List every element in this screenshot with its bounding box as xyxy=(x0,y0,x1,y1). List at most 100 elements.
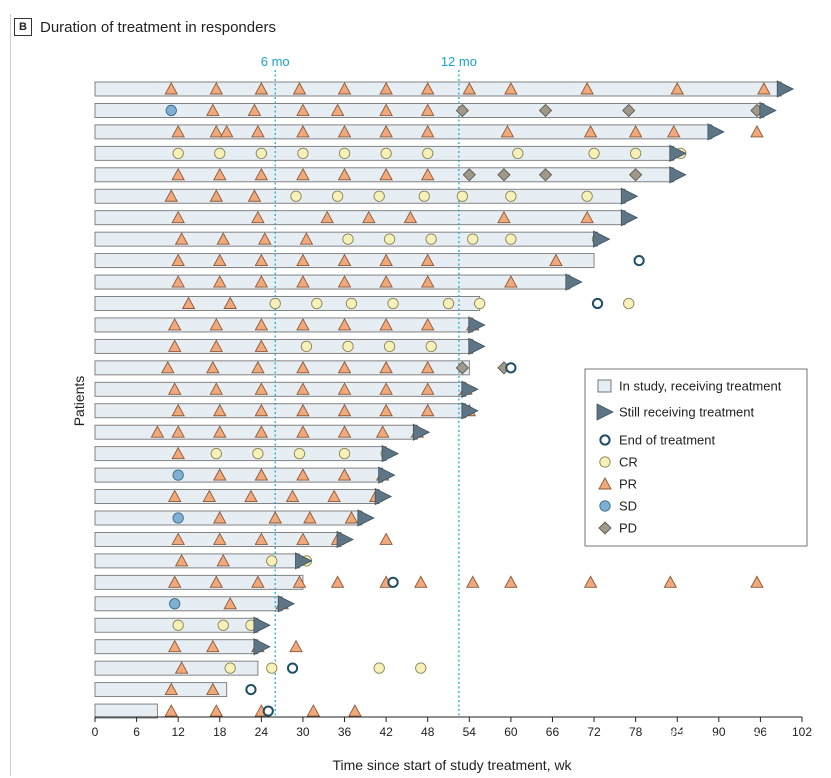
pr-marker xyxy=(254,318,269,331)
sd-marker xyxy=(172,469,184,481)
pd-marker xyxy=(455,103,469,118)
cr-marker xyxy=(505,233,517,245)
pr-marker xyxy=(414,575,428,588)
cr-marker xyxy=(422,147,434,160)
pr-marker xyxy=(296,425,310,438)
cr-marker xyxy=(210,447,222,460)
pr-marker xyxy=(337,275,352,288)
legend-label: CR xyxy=(619,455,638,470)
pr-marker xyxy=(209,704,224,717)
pr-marker xyxy=(254,167,269,181)
reference-lines-layer: 6 mo 12 mo xyxy=(261,54,477,717)
pr-marker xyxy=(750,575,764,588)
pr-marker xyxy=(251,124,265,138)
pr-marker xyxy=(254,425,269,438)
pr-marker xyxy=(213,275,227,288)
cr-marker xyxy=(418,190,430,202)
pr-marker xyxy=(750,124,764,138)
pr-marker xyxy=(583,124,598,138)
pr-marker xyxy=(209,318,224,331)
patient-bar xyxy=(94,510,363,526)
pr-marker xyxy=(379,318,393,331)
pr-marker xyxy=(213,468,227,481)
pr-marker xyxy=(420,318,435,331)
legend-label: SD xyxy=(619,499,637,514)
pr-marker xyxy=(254,275,269,288)
legend-label: Still receiving treatment xyxy=(619,405,754,420)
cr-marker xyxy=(214,147,226,160)
sd-marker xyxy=(599,500,611,512)
x-tick-label: 24 xyxy=(255,725,269,739)
pr-marker xyxy=(296,532,310,545)
still-receiving-marker xyxy=(669,166,687,184)
pr-marker xyxy=(251,575,265,588)
chart-title: Duration of treatment in responders xyxy=(40,18,276,36)
patient-bar xyxy=(94,381,467,397)
pr-marker xyxy=(598,477,612,490)
pr-marker xyxy=(296,253,310,267)
pr-marker xyxy=(244,489,258,502)
x-tick-label: 72 xyxy=(587,725,601,739)
cr-marker xyxy=(581,190,593,202)
cr-marker xyxy=(345,297,358,310)
pr-marker xyxy=(251,210,265,224)
pr-marker xyxy=(667,124,681,138)
cr-marker xyxy=(387,297,399,310)
pr-marker xyxy=(254,253,269,267)
pr-marker xyxy=(670,82,684,95)
pr-marker xyxy=(375,425,390,438)
still-receiving-marker xyxy=(253,638,271,656)
cr-marker xyxy=(297,147,309,160)
pr-marker xyxy=(254,339,269,352)
pd-marker xyxy=(462,168,476,182)
still-receiving-marker xyxy=(596,403,614,421)
pr-marker xyxy=(296,275,310,288)
pr-marker xyxy=(420,82,435,95)
pr-marker xyxy=(171,167,185,181)
cr-marker xyxy=(290,190,302,202)
pr-marker xyxy=(254,532,269,545)
pr-marker xyxy=(757,82,771,95)
pd-marker xyxy=(497,168,511,182)
still-receiving-marker xyxy=(468,316,486,334)
end-of-treatment-marker xyxy=(286,662,299,674)
pr-marker xyxy=(296,468,310,481)
still-receiving-marker xyxy=(253,616,271,634)
pr-marker xyxy=(247,103,262,116)
x-tick-label: 66 xyxy=(546,725,560,739)
still-receiving-marker xyxy=(620,209,639,227)
pr-marker xyxy=(167,575,182,588)
legend-label: PD xyxy=(619,521,637,536)
legend-box xyxy=(584,368,808,547)
cr-marker xyxy=(425,340,437,353)
pr-marker xyxy=(213,532,227,545)
patient-bar xyxy=(94,124,713,140)
pr-marker xyxy=(296,403,310,417)
cr-marker xyxy=(300,340,313,353)
pr-marker xyxy=(171,253,185,267)
panel-header: B Duration of treatment in responders xyxy=(14,18,276,36)
pr-marker xyxy=(167,639,182,653)
pr-marker xyxy=(306,704,321,717)
end-of-treatment-marker xyxy=(262,705,274,717)
pr-marker xyxy=(296,103,310,116)
pr-marker xyxy=(379,275,393,288)
cr-marker xyxy=(255,147,268,160)
pr-marker xyxy=(379,532,393,545)
patient-bar xyxy=(94,274,571,290)
pr-marker xyxy=(330,103,345,116)
pr-marker xyxy=(171,403,185,417)
still-receiving-marker xyxy=(277,595,296,613)
patient-bar xyxy=(94,596,283,612)
pr-marker xyxy=(209,124,224,138)
pr-marker xyxy=(206,103,220,116)
x-tick-label: 96 xyxy=(754,725,768,739)
pr-marker xyxy=(209,189,224,202)
pr-marker xyxy=(296,167,310,181)
pr-marker xyxy=(420,167,435,181)
pr-marker xyxy=(337,403,352,417)
pr-marker xyxy=(223,296,237,309)
pr-marker xyxy=(206,360,220,374)
pr-marker xyxy=(247,189,262,202)
cr-marker xyxy=(415,662,427,674)
